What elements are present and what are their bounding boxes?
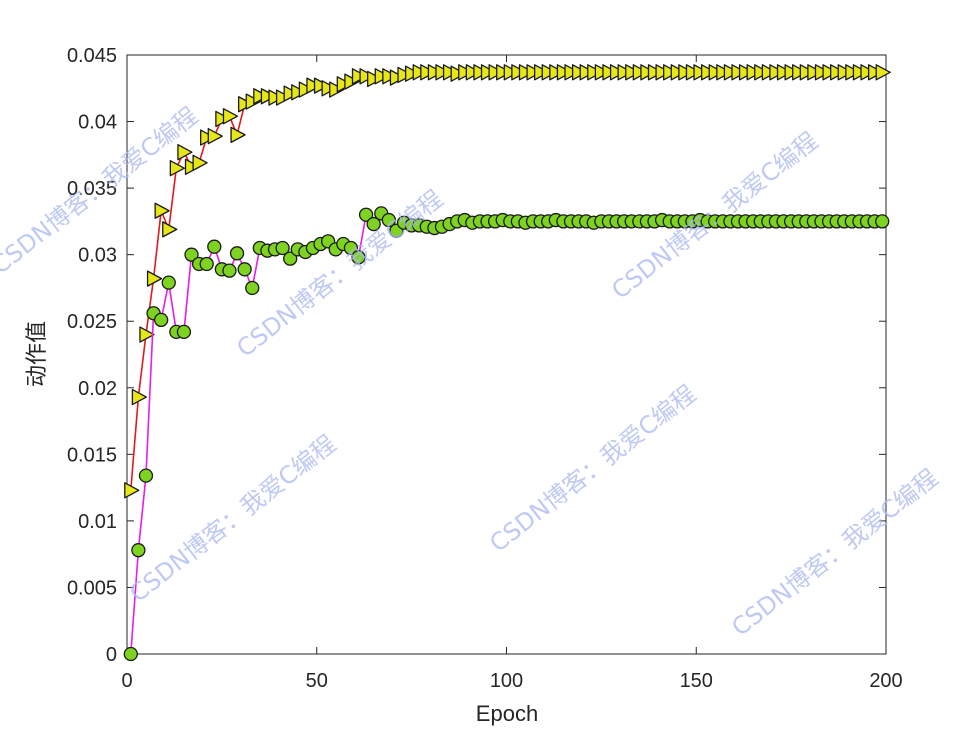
data-point-circle <box>283 251 298 266</box>
data-point-triangle <box>124 482 140 499</box>
y-tick-label: 0 <box>106 644 117 666</box>
data-point-triangle <box>230 126 246 144</box>
data-point-circle <box>229 246 245 261</box>
data-point-triangle <box>131 388 148 406</box>
data-point-circle <box>184 247 199 262</box>
data-point-triangle <box>875 64 891 81</box>
y-tick-label: 0.045 <box>67 45 117 67</box>
data-point-circle <box>222 263 237 278</box>
plot-area <box>126 54 887 655</box>
data-point-circle <box>237 262 252 277</box>
y-axis-title: 动作值 <box>24 321 49 387</box>
data-point-circle <box>381 212 397 228</box>
data-point-circle <box>343 240 359 256</box>
data-point-triangle <box>146 270 163 287</box>
y-tick-label: 0.015 <box>67 444 117 466</box>
data-point-circle <box>245 280 260 296</box>
x-tick-label: 200 <box>869 670 902 692</box>
series-2 <box>123 206 890 662</box>
data-point-circle <box>154 312 169 328</box>
x-tick-label: 0 <box>121 670 132 692</box>
data-point-triangle <box>207 128 223 145</box>
y-tick-label: 0.01 <box>78 511 117 533</box>
data-point-circle <box>351 250 366 265</box>
x-axis-title: Epoch <box>476 701 538 726</box>
data-point-circle <box>161 275 176 290</box>
data-point-triangle <box>177 144 193 161</box>
x-tick-label: 50 <box>306 670 328 692</box>
data-point-circle <box>123 646 138 662</box>
data-point-triangle <box>192 154 208 171</box>
data-point-circle <box>131 543 146 558</box>
data-point-circle <box>199 256 214 272</box>
data-point-circle <box>275 240 290 256</box>
data-point-triangle <box>162 221 178 238</box>
axis-ticks: 0 50 100 150 200 0 0.005 0.01 0.015 0.02 0.025 0.03… <box>67 45 903 692</box>
series-layer <box>123 64 891 662</box>
y-tick-label: 0.03 <box>78 245 117 267</box>
x-tick-label: 150 <box>680 670 713 692</box>
y-tick-label: 0.025 <box>67 311 117 333</box>
y-tick-label: 0.005 <box>67 577 117 599</box>
data-point-circle <box>207 239 222 254</box>
data-point-circle <box>138 468 154 483</box>
data-point-circle <box>366 216 381 232</box>
data-point-circle <box>875 214 890 229</box>
data-point-triangle <box>154 202 170 219</box>
y-tick-label: 0.04 <box>78 112 117 134</box>
x-tick-label: 100 <box>490 670 523 692</box>
data-point-triangle <box>139 326 155 343</box>
y-tick-label: 0.02 <box>78 378 117 400</box>
y-tick-label: 0.035 <box>67 178 117 200</box>
data-point-circle <box>358 207 374 222</box>
data-point-circle <box>176 324 192 340</box>
data-point-triangle <box>169 159 185 177</box>
data-point-triangle <box>222 108 239 125</box>
series-1 <box>124 64 891 499</box>
